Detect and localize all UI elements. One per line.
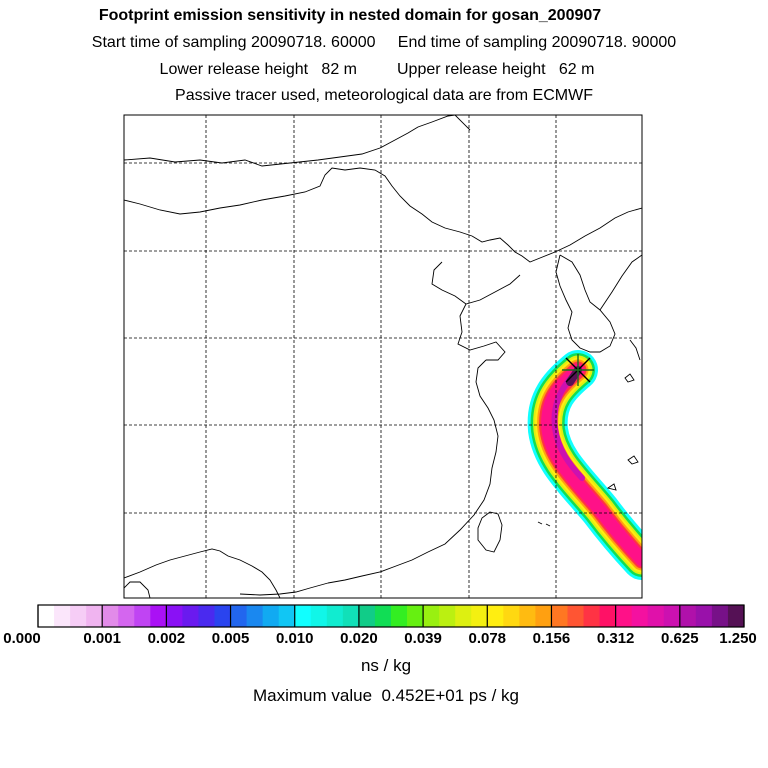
colorbar-swatch <box>503 605 520 627</box>
colorbar-swatch <box>230 605 248 627</box>
colorbar-swatch <box>54 605 71 627</box>
colorbar-swatch <box>695 605 713 627</box>
colorbar-tick-label: 0.312 <box>596 630 635 647</box>
colorbar-swatch <box>278 605 296 627</box>
colorbar-swatch <box>519 605 536 627</box>
colorbar-tick-label: 0.020 <box>340 630 378 647</box>
colorbar-swatch <box>391 605 408 627</box>
colorbar-tick-label: 0.002 <box>147 630 186 647</box>
colorbar-swatch <box>407 605 424 627</box>
colorbar-swatch <box>535 605 552 627</box>
colorbar-swatch <box>326 605 344 627</box>
colorbar-tick-label: 0.078 <box>468 630 507 647</box>
colorbar-swatch <box>439 605 456 627</box>
colorbar-swatch <box>423 605 440 627</box>
colorbar-frame <box>37 604 745 628</box>
colorbar-swatch <box>166 605 183 627</box>
colorbar-swatch <box>246 605 264 627</box>
colorbar-swatch <box>134 605 151 627</box>
colorbar-swatch <box>615 605 633 627</box>
model-info: Passive tracer used, meteorological data… <box>175 87 593 104</box>
colorbar-swatch <box>583 605 601 627</box>
colorbar-tick-label: 0.625 <box>661 630 699 647</box>
colorbar-swatch <box>647 605 665 627</box>
colorbar-tick-label: 0.000 <box>3 630 41 647</box>
colorbar-tick-label: 0.156 <box>532 630 571 647</box>
colorbar-swatch <box>38 605 55 627</box>
colorbar-swatch <box>631 605 649 627</box>
colorbar-swatch <box>358 605 376 627</box>
colorbar-swatch <box>487 605 504 627</box>
colorbar-swatch <box>150 605 167 627</box>
colorbar-tick-label: 0.005 <box>211 630 250 647</box>
colorbar-swatch <box>294 605 312 627</box>
colorbar-swatch <box>310 605 328 627</box>
colorbar-swatch <box>182 605 199 627</box>
colorbar-swatch <box>551 605 568 627</box>
colorbar <box>37 604 745 628</box>
colorbar-swatch <box>198 605 215 627</box>
page-title: Footprint emission sensitivity in nested… <box>98 7 602 24</box>
colorbar-swatch <box>471 605 488 627</box>
colorbar-swatch <box>86 605 103 627</box>
map-content <box>124 115 642 598</box>
graticule <box>124 115 642 598</box>
colorbar-tick-label: 0.010 <box>275 630 314 647</box>
colorbar-swatch <box>727 605 745 627</box>
colorbar-swatch <box>102 605 119 627</box>
colorbar-swatch <box>679 605 697 627</box>
colorbar-swatch <box>214 605 232 627</box>
map-frame <box>123 114 643 599</box>
colorbar-swatch <box>118 605 135 627</box>
colorbar-tick-label: 1.250 <box>719 630 757 647</box>
max-value-label: Maximum value 0.452E+01 ps / kg <box>253 686 519 705</box>
plume-layer <box>541 363 642 567</box>
colorbar-swatch <box>455 605 472 627</box>
colorbar-swatch <box>711 605 729 627</box>
colorbar-tick-label: 0.039 <box>404 630 442 647</box>
sampling-times: Start time of sampling 20090718. 60000 E… <box>91 34 677 51</box>
coastlines <box>124 115 642 598</box>
colorbar-swatch <box>262 605 280 627</box>
colorbar-swatch <box>599 605 617 627</box>
colorbar-unit: ns / kg <box>360 656 412 675</box>
release-heights: Lower release height 82 m Upper release … <box>159 61 595 78</box>
receptor-star <box>562 354 594 386</box>
colorbar-swatch <box>663 605 681 627</box>
colorbar-swatch <box>567 605 585 627</box>
colorbar-swatch <box>374 605 392 627</box>
colorbar-tick-label: 0.001 <box>83 630 121 647</box>
colorbar-swatch <box>342 605 360 627</box>
colorbar-swatch <box>70 605 87 627</box>
footprint-plume <box>527 350 642 580</box>
